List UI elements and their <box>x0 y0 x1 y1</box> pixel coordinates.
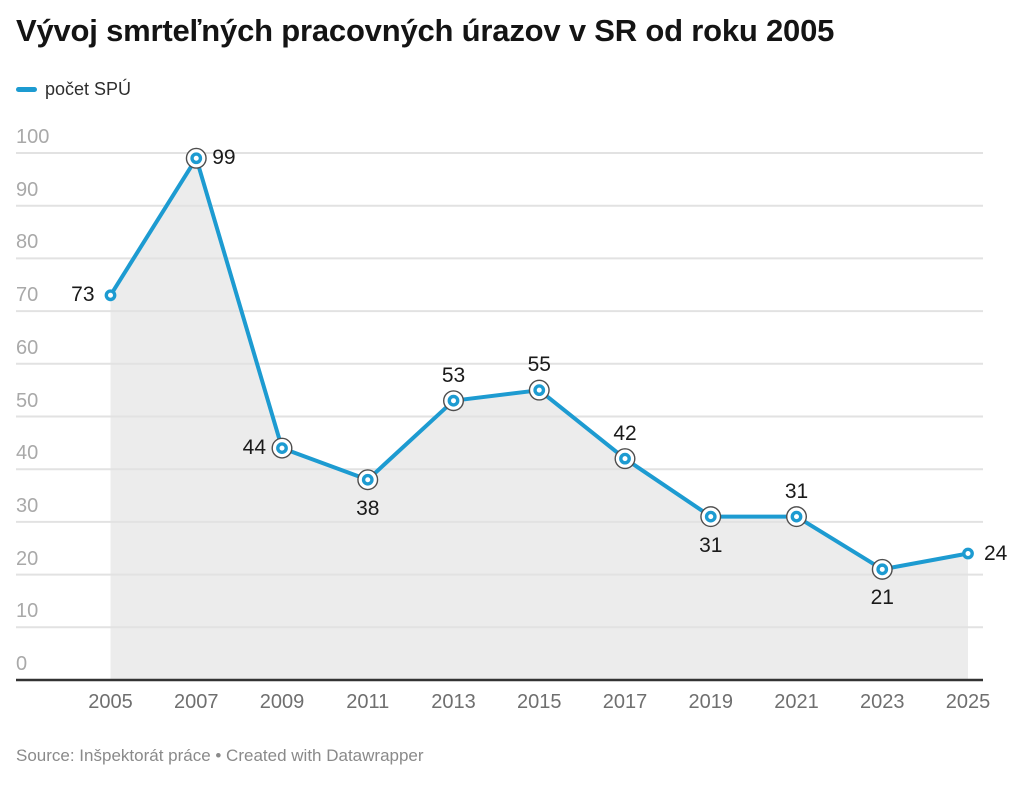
x-axis-tick-label: 2023 <box>860 691 905 713</box>
y-axis-tick-label: 70 <box>16 284 39 307</box>
value-label: 44 <box>242 436 266 460</box>
x-axis-tick-label: 2007 <box>174 691 219 713</box>
data-point-marker <box>876 563 889 576</box>
x-axis-tick-label: 2005 <box>88 691 133 713</box>
data-point-marker <box>447 394 460 407</box>
x-axis-tick-label: 2015 <box>517 691 562 713</box>
y-axis-tick-label: 10 <box>16 600 39 623</box>
y-axis-tick-label: 90 <box>16 178 39 201</box>
y-axis-tick-label: 100 <box>16 126 50 148</box>
data-point-marker <box>962 547 974 560</box>
x-axis-tick-label: 2019 <box>688 691 734 713</box>
value-label: 24 <box>984 541 1008 565</box>
y-axis-tick-label: 20 <box>16 547 39 570</box>
data-point-marker <box>619 452 631 465</box>
value-label: 53 <box>441 363 466 387</box>
area-fill <box>110 158 968 681</box>
data-point-marker <box>790 510 803 523</box>
data-point-marker <box>190 152 203 165</box>
y-axis-tick-label: 40 <box>16 442 39 465</box>
value-label: 42 <box>613 421 637 445</box>
value-label: 73 <box>71 283 95 307</box>
legend: počet SPÚ <box>16 78 131 100</box>
x-axis-tick-label: 2017 <box>602 691 648 713</box>
y-axis-tick-label: 0 <box>16 653 28 675</box>
x-axis-tick-label: 2013 <box>431 691 476 713</box>
data-point-marker <box>704 510 717 523</box>
x-axis-tick-label: 2009 <box>259 691 305 713</box>
legend-line-swatch <box>16 86 37 92</box>
x-axis-tick-label: 2025 <box>945 691 991 713</box>
y-axis-tick-label: 30 <box>16 494 39 517</box>
data-point-marker <box>361 473 374 486</box>
value-label: 31 <box>784 479 809 503</box>
x-axis-tick-label: 2011 <box>346 691 390 713</box>
value-label: 21 <box>870 586 894 610</box>
value-label: 99 <box>212 146 236 170</box>
data-point-marker <box>533 384 546 397</box>
y-axis-tick-label: 60 <box>16 336 39 359</box>
source-attribution: Source: Inšpektorát práce • Created with… <box>16 746 424 765</box>
data-point-marker <box>276 442 288 455</box>
value-label: 55 <box>527 353 551 377</box>
legend-label: počet SPÚ <box>45 78 132 99</box>
x-axis-tick-label: 2021 <box>774 691 819 713</box>
y-axis-tick-label: 50 <box>16 389 39 412</box>
chart-title: Vývoj smrteľných pracovných úrazov v SR … <box>16 13 835 48</box>
data-point-marker <box>104 289 117 302</box>
y-axis-tick-label: 80 <box>16 231 39 254</box>
value-label: 31 <box>699 533 723 557</box>
value-label: 38 <box>356 496 380 520</box>
